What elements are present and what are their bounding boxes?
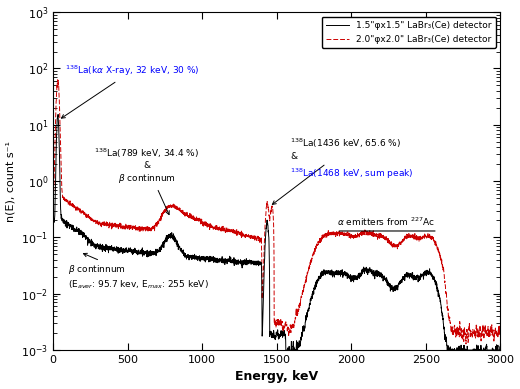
Y-axis label: n(E), count s⁻¹: n(E), count s⁻¹: [6, 140, 16, 222]
2.0"φx2.0" LaBr₃(Ce) detector: [55, 77, 61, 82]
2.0"φx2.0" LaBr₃(Ce) detector: [321, 234, 328, 238]
1.5"φx1.5" LaBr₃(Ce) detector: [322, 272, 328, 276]
2.0"φx2.0" LaBr₃(Ce) detector: [463, 342, 469, 346]
2.0"φx2.0" LaBr₃(Ce) detector: [199, 219, 205, 223]
Text: $^{138}$La(789 keV, 34.4 %)
&
$\beta$ continnum: $^{138}$La(789 keV, 34.4 %) & $\beta$ co…: [94, 147, 200, 215]
2.0"φx2.0" LaBr₃(Ce) detector: [477, 327, 484, 331]
1.5"φx1.5" LaBr₃(Ce) detector: [55, 112, 61, 117]
2.0"φx2.0" LaBr₃(Ce) detector: [497, 335, 503, 340]
Text: $^{138}$La(1468 keV, sum peak): $^{138}$La(1468 keV, sum peak): [290, 166, 414, 180]
Line: 1.5"φx1.5" LaBr₃(Ce) detector: 1.5"φx1.5" LaBr₃(Ce) detector: [53, 114, 500, 350]
1.5"φx1.5" LaBr₃(Ce) detector: [497, 348, 503, 352]
Text: $^{138}$La(k$\alpha$ X-ray, 32 keV, 30 %): $^{138}$La(k$\alpha$ X-ray, 32 keV, 30 %…: [61, 63, 200, 118]
Line: 2.0"φx2.0" LaBr₃(Ce) detector: 2.0"φx2.0" LaBr₃(Ce) detector: [53, 80, 500, 344]
1.5"φx1.5" LaBr₃(Ce) detector: [50, 242, 56, 247]
Text: $\alpha$ emitters from $^{227}$Ac: $\alpha$ emitters from $^{227}$Ac: [337, 216, 435, 228]
Text: $\beta$ continnum
(E$_{aver}$: 95.7 kev, E$_{max}$: 255 keV): $\beta$ continnum (E$_{aver}$: 95.7 kev,…: [68, 253, 209, 291]
Legend: 1.5"φx1.5" LaBr₃(Ce) detector, 2.0"φx2.0" LaBr₃(Ce) detector: 1.5"φx1.5" LaBr₃(Ce) detector, 2.0"φx2.0…: [321, 17, 496, 48]
1.5"φx1.5" LaBr₃(Ce) detector: [228, 258, 235, 263]
1.5"φx1.5" LaBr₃(Ce) detector: [199, 256, 205, 260]
2.0"φx2.0" LaBr₃(Ce) detector: [139, 227, 146, 232]
X-axis label: Energy, keV: Energy, keV: [235, 370, 318, 384]
Text: $^{138}$La(1436 keV, 65.6 %)
&: $^{138}$La(1436 keV, 65.6 %) &: [272, 137, 401, 205]
2.0"φx2.0" LaBr₃(Ce) detector: [265, 205, 271, 210]
1.5"φx1.5" LaBr₃(Ce) detector: [139, 245, 146, 250]
2.0"φx2.0" LaBr₃(Ce) detector: [228, 231, 235, 235]
1.5"φx1.5" LaBr₃(Ce) detector: [265, 227, 271, 231]
1.5"φx1.5" LaBr₃(Ce) detector: [283, 348, 289, 352]
1.5"φx1.5" LaBr₃(Ce) detector: [477, 347, 484, 352]
2.0"φx2.0" LaBr₃(Ce) detector: [50, 217, 56, 222]
